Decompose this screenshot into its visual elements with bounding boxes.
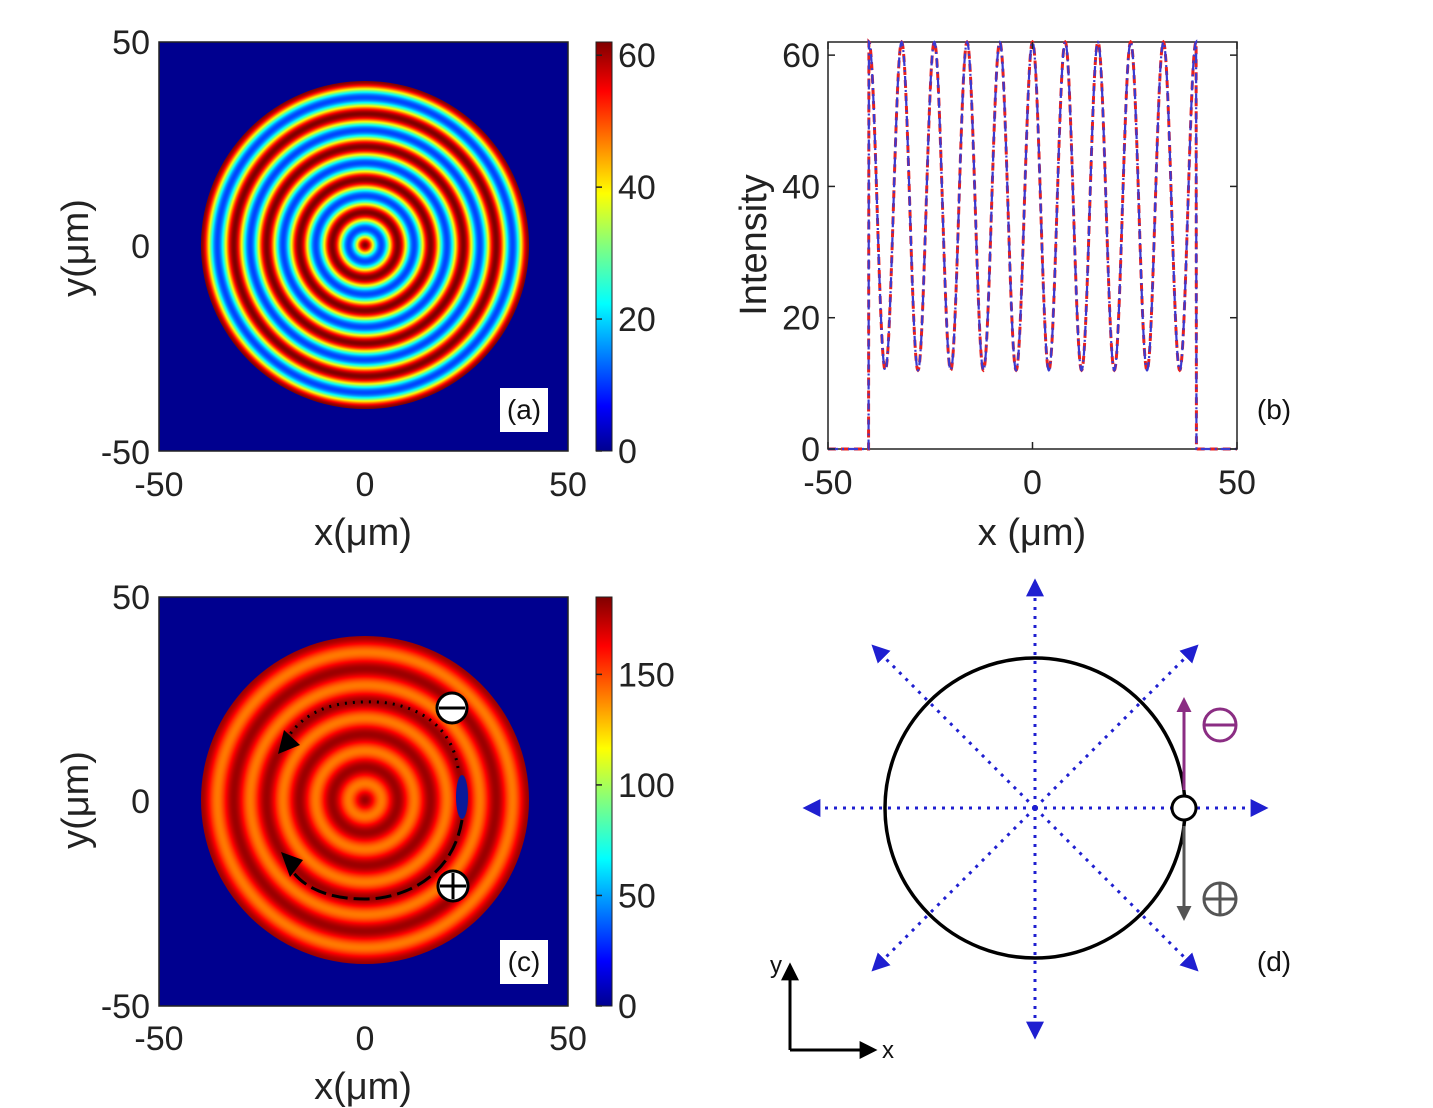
x-tick-label: -50 xyxy=(803,464,852,502)
colorbar-tick-label: 40 xyxy=(618,169,656,207)
panel-a-xtick-mid: 0 xyxy=(356,466,375,504)
panel-d-rays xyxy=(802,578,1269,1040)
panel-a-tag-box xyxy=(500,388,548,432)
panel-c-ytick-mid: 0 xyxy=(131,783,150,821)
panel-c-ylabel: y(μm) xyxy=(55,751,97,849)
panel-a-tag: (a) xyxy=(507,394,541,425)
panel-b-xlabel: x (μm) xyxy=(978,512,1086,554)
panel-c-rings xyxy=(201,636,529,964)
colorbar-tick-label: 100 xyxy=(618,767,675,805)
panel-c-ytick-max: 50 xyxy=(112,579,150,617)
y-tick-label: 20 xyxy=(782,300,820,338)
panel-d-minus-symbol xyxy=(1202,707,1238,743)
colorbar-tick-label: 0 xyxy=(618,433,637,471)
colorbar-tick-label: 150 xyxy=(618,656,675,694)
panel-a-ytick-max: 50 xyxy=(112,24,150,62)
panel-d-plus-symbol xyxy=(1202,881,1238,917)
panel-d: (d) y x xyxy=(770,578,1291,1064)
panel-c-colorbar-ticks: 0 50 100 150 xyxy=(596,656,675,1026)
y-tick-label: 0 xyxy=(801,431,820,469)
panel-c-dotted-path xyxy=(280,700,460,769)
panel-c-xtick-min: -50 xyxy=(134,1020,183,1058)
panel-b-ylabel: Intensity xyxy=(733,174,775,316)
panel-c-xlabel: x(μm) xyxy=(314,1066,412,1108)
series-line-1 xyxy=(828,38,1237,451)
colorbar-tick-label: 20 xyxy=(618,301,656,339)
panel-a-xlabel: x(μm) xyxy=(314,512,412,554)
panel-c-colorbar xyxy=(595,596,613,1007)
panel-a-xtick-max: 50 xyxy=(549,466,587,504)
panel-a-colorbar xyxy=(595,41,613,452)
panel-c-tag: (c) xyxy=(508,946,541,977)
panel-a-ylabel: y(μm) xyxy=(55,199,97,297)
y-tick-label: 40 xyxy=(782,168,820,206)
panel-c-dashed-path xyxy=(284,819,464,901)
panel-c-dashed-arrowhead xyxy=(281,852,303,877)
panel-c-xtick-max: 50 xyxy=(549,1020,587,1058)
ray-southeast xyxy=(1033,806,1199,972)
panel-a-xtick-min: -50 xyxy=(134,466,183,504)
panel-b-series xyxy=(828,38,1237,451)
panel-a-ytick-min: -50 xyxy=(101,434,150,472)
panel-a-colorbar-ticks: 0 20 40 60 xyxy=(596,37,656,471)
panel-c-ytick-min: -50 xyxy=(101,988,150,1026)
panel-a-frame xyxy=(158,41,569,452)
series-line-2 xyxy=(828,39,1237,451)
colorbar-tick-label: 50 xyxy=(618,877,656,915)
panel-c-dotted-arrowhead xyxy=(278,730,300,754)
ray-northwest xyxy=(871,644,1037,810)
panel-c-defect xyxy=(456,775,468,819)
axes-indicator-x-label: x xyxy=(882,1037,894,1064)
panel-c-xtick-mid: 0 xyxy=(356,1020,375,1058)
panel-a: (a) -50 0 50 -50 0 50 x(μm) y(μm) 0 20 40 6… xyxy=(55,24,656,554)
panel-c-frame xyxy=(158,596,569,1007)
panel-b-frame xyxy=(827,41,1238,450)
axes-indicator-y-label: y xyxy=(770,952,782,979)
colorbar-tick-label: 60 xyxy=(618,37,656,75)
y-tick-label: 60 xyxy=(782,37,820,75)
panel-d-defect-marker xyxy=(1170,794,1198,822)
ray-northeast xyxy=(1033,644,1199,810)
panel-b-tag: (b) xyxy=(1257,394,1291,425)
panel-c: (c) -50 0 50 -50 0 50 x(μm) y(μm) 0 50 100… xyxy=(55,579,675,1108)
panel-a-ytick-mid: 0 xyxy=(131,228,150,266)
panel-a-rings xyxy=(201,81,529,409)
panel-c-tag-box xyxy=(500,940,548,984)
panel-d-tag: (d) xyxy=(1257,946,1291,977)
ray-southwest xyxy=(871,806,1037,972)
x-tick-label: 0 xyxy=(1023,464,1042,502)
x-tick-label: 50 xyxy=(1218,464,1256,502)
colorbar-tick-label: 0 xyxy=(618,988,637,1026)
